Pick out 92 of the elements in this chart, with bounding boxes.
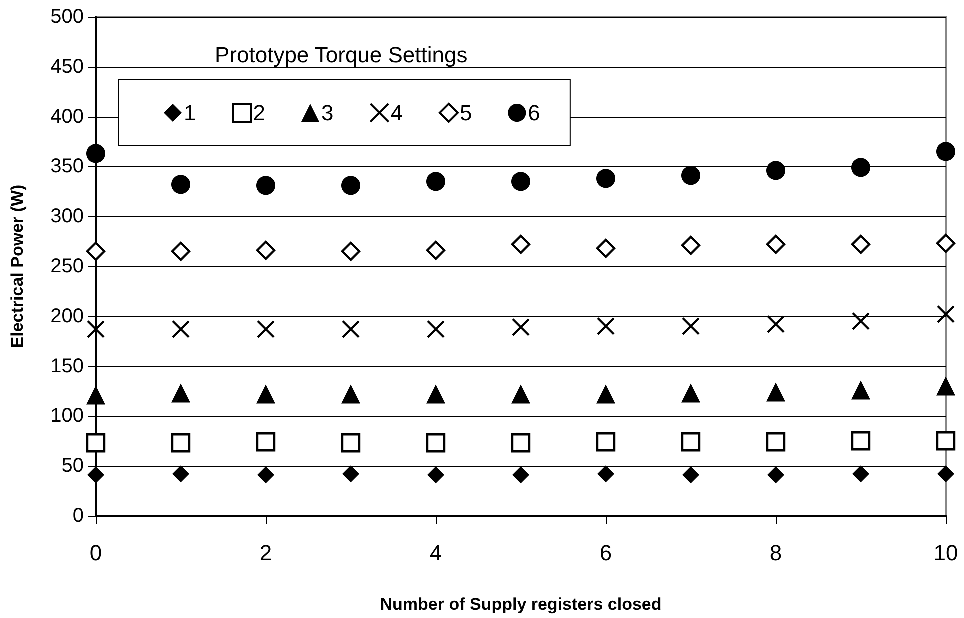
point <box>512 318 530 336</box>
point <box>681 236 701 256</box>
y-tick-label: 150 <box>50 355 84 378</box>
point <box>258 466 274 484</box>
point <box>851 432 871 451</box>
y-tick-label: 50 <box>62 455 84 478</box>
point <box>596 169 616 188</box>
point <box>86 386 106 405</box>
point <box>86 144 106 164</box>
point <box>256 240 276 260</box>
point <box>596 432 616 452</box>
x-tick-label: 0 <box>90 540 102 566</box>
point <box>256 384 276 404</box>
y-tick-label: 500 <box>50 6 84 28</box>
legend-label: 4 <box>390 100 403 126</box>
point <box>681 432 701 452</box>
x-axis-title: Number of Supply registers closed <box>380 595 662 614</box>
point <box>936 432 956 451</box>
point <box>682 466 700 484</box>
point <box>682 166 700 186</box>
point <box>938 466 954 483</box>
point <box>511 234 531 254</box>
point <box>596 384 616 404</box>
point <box>341 434 361 453</box>
point <box>342 466 360 483</box>
y-tick-label: 200 <box>50 305 84 328</box>
point <box>936 142 956 162</box>
point <box>936 305 956 324</box>
y-tick-label: 300 <box>50 206 84 228</box>
legend-label: 2 <box>253 100 266 126</box>
point <box>426 320 446 338</box>
legend-label: 3 <box>321 100 334 126</box>
point <box>766 234 786 254</box>
x-tick-label: 10 <box>934 540 958 566</box>
point <box>852 158 870 178</box>
point <box>596 238 616 258</box>
point <box>342 176 360 196</box>
point <box>851 234 871 254</box>
point <box>342 384 360 404</box>
point <box>172 384 190 403</box>
point <box>852 380 870 400</box>
point <box>172 466 190 483</box>
point <box>172 175 190 194</box>
point <box>86 320 106 338</box>
legend-label: 6 <box>528 100 540 126</box>
point <box>171 242 191 262</box>
y-tick-label: 0 <box>72 505 84 527</box>
point <box>682 384 700 403</box>
point <box>426 172 446 192</box>
point <box>512 172 530 192</box>
point <box>512 384 530 404</box>
legend-label: 5 <box>460 100 472 126</box>
point <box>936 234 956 254</box>
point <box>511 434 531 453</box>
x-tick-label: 8 <box>770 540 782 566</box>
point <box>596 317 616 336</box>
point <box>256 320 276 338</box>
point <box>768 466 784 484</box>
point <box>426 384 446 404</box>
y-tick-label: 400 <box>50 106 84 128</box>
y-tick-label: 250 <box>50 256 84 278</box>
point <box>512 466 530 484</box>
point <box>766 382 786 402</box>
y-axis-title: Electrical Power (W) <box>8 184 27 348</box>
point <box>766 161 786 180</box>
y-tick-label: 450 <box>50 56 84 78</box>
point <box>598 466 614 483</box>
point <box>766 315 786 334</box>
point <box>682 317 700 336</box>
point <box>341 242 361 262</box>
x-tick-label: 4 <box>430 540 442 566</box>
point <box>428 466 444 484</box>
y-tick-label: 100 <box>50 405 84 428</box>
x-tick-label: 2 <box>260 540 272 566</box>
point <box>256 432 276 452</box>
point <box>936 376 956 396</box>
point <box>172 320 190 338</box>
point <box>171 434 191 453</box>
point <box>86 242 106 262</box>
legend-label: 1 <box>184 100 196 126</box>
point <box>426 240 446 260</box>
point <box>852 312 870 330</box>
x-tick-label: 6 <box>600 540 612 566</box>
point <box>852 466 870 483</box>
point <box>86 434 106 453</box>
point <box>426 434 446 453</box>
point <box>766 432 786 452</box>
y-tick-label: 350 <box>50 156 84 178</box>
point <box>256 176 276 196</box>
point <box>88 466 104 484</box>
legend-title: Prototype Torque Settings <box>215 42 468 68</box>
point <box>342 320 360 338</box>
